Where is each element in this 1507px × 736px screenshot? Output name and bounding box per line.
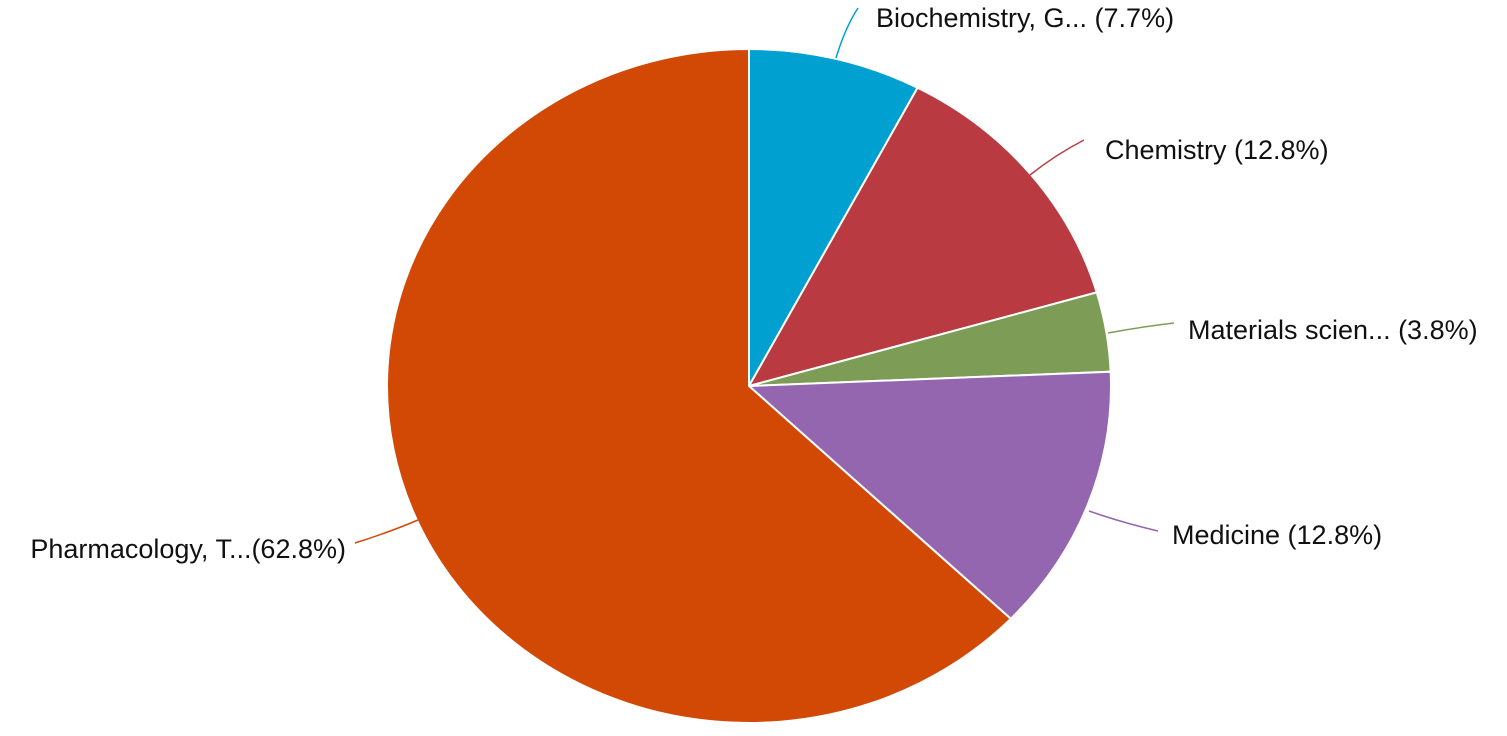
labels-layer: Biochemistry, G... (7.7%) Chemistry (12.8… (30, 3, 1477, 564)
leader-line (1107, 322, 1175, 334)
leader-lines-layer (354, 7, 1175, 544)
pie-slice (746, 370, 1112, 621)
leader-line (835, 7, 859, 59)
pie-slice (748, 47, 919, 390)
slice-label: Materials scien... (3.8%) (1188, 315, 1478, 345)
leader-line (1088, 510, 1159, 532)
pie-slice (746, 86, 1099, 388)
slices-layer (386, 47, 1112, 724)
slice-label: Pharmacology, T...(62.8%) (30, 534, 346, 564)
leader-line (354, 519, 419, 544)
slice-label: Biochemistry, G... (7.7%) (876, 3, 1174, 33)
slice-label: Medicine (12.8%) (1172, 520, 1382, 550)
leader-line (1029, 139, 1085, 176)
slice-label: Chemistry (12.8%) (1105, 135, 1329, 165)
pie-slice (386, 47, 1013, 724)
